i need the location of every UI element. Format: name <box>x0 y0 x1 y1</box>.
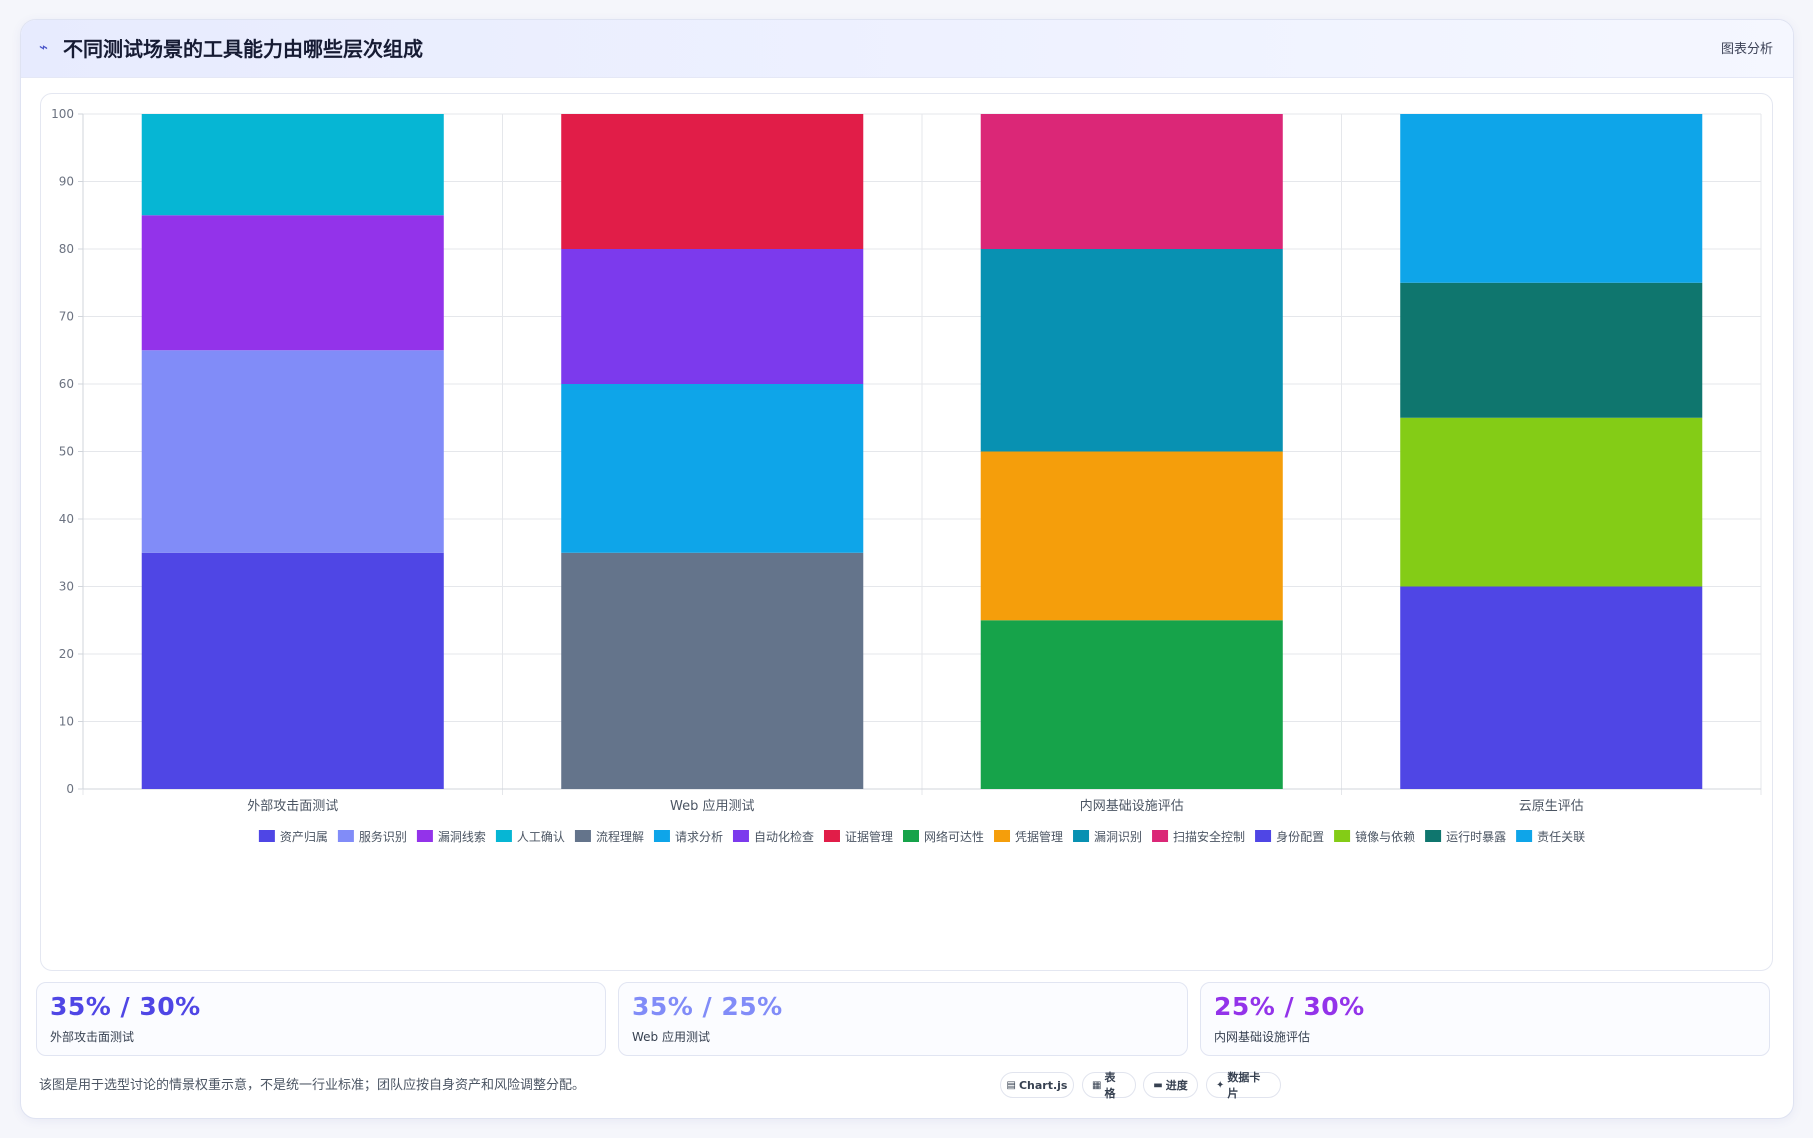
x-tick-label: Web 应用测试 <box>670 798 754 814</box>
legend-label: 扫描安全控制 <box>1173 829 1245 844</box>
legend-label: 自动化检查 <box>754 829 814 844</box>
y-tick-label: 60 <box>59 377 74 391</box>
legend-swatch <box>574 830 591 842</box>
stat-card-1: 35% / 30% 外部攻击面测试 <box>36 982 606 1056</box>
view-option-label: 进度 <box>1165 1079 1188 1092</box>
bar-segment <box>980 249 1283 452</box>
legend-label: 凭据管理 <box>1015 829 1063 844</box>
legend-label: 人工确认 <box>517 830 565 844</box>
footnote: 该图是用于选型讨论的情景权重示意，不是统一行业标准；团队应按自身资产和风险调整分… <box>39 1078 586 1093</box>
legend-label: 责任关联 <box>1537 830 1585 844</box>
bar-segment <box>141 215 444 351</box>
stat-card-3: 25% / 30% 内网基础设施评估 <box>1200 982 1770 1056</box>
legend-swatch <box>732 830 749 842</box>
legend-label: 漏洞线索 <box>438 830 486 844</box>
chart-icon: ▤ <box>1006 1079 1016 1091</box>
chart-title: 不同测试场景的工具能力由哪些层次组成 <box>63 37 423 61</box>
chart-panel: 0 10 20 30 40 50 60 70 80 90 100 外部攻击面测试 Web 应用测试 内网基… <box>40 93 1773 971</box>
legend-swatch <box>903 830 919 842</box>
view-option-label: 数据卡片 <box>1227 1071 1261 1100</box>
x-tick-label: 外部攻击面测试 <box>247 799 338 814</box>
legend-label: 漏洞识别 <box>1094 830 1142 844</box>
y-tick-label: 70 <box>59 310 74 324</box>
legend-swatch <box>1516 830 1533 842</box>
legend-swatch <box>1073 830 1090 842</box>
legend-swatch <box>1152 830 1169 842</box>
y-tick-label: 20 <box>59 647 74 661</box>
view-chartjs-button[interactable]: ▤ Chart.js <box>1000 1072 1074 1098</box>
bar-segment <box>980 451 1283 621</box>
stat-label: Web 应用测试 <box>632 1030 710 1044</box>
bar-segment <box>1400 282 1703 418</box>
stat-value: 35% / 30% <box>50 992 201 1021</box>
legend-swatch <box>1425 830 1442 842</box>
view-data-card-button[interactable]: ✦ 数据卡片 <box>1206 1071 1281 1100</box>
legend-swatch <box>416 830 433 842</box>
legend-swatch <box>823 830 840 842</box>
y-tick-label: 90 <box>59 175 74 189</box>
sparkle-icon: ✦ <box>1216 1079 1225 1091</box>
legend-label: 流程理解 <box>596 829 644 844</box>
stat-card-2: 35% / 25% Web 应用测试 <box>618 982 1188 1056</box>
legend-label: 资产归属 <box>280 830 328 844</box>
bar-segment <box>561 249 864 384</box>
bar-segment <box>980 620 1283 789</box>
progress-icon: ▬ <box>1153 1079 1163 1091</box>
bar-segment <box>141 114 444 216</box>
y-tick-label: 80 <box>59 242 74 256</box>
trend-line-icon: ⌁ <box>39 38 49 56</box>
legend-swatch <box>653 830 670 842</box>
stat-label: 内网基础设施评估 <box>1214 1030 1311 1044</box>
legend-swatch <box>994 830 1011 842</box>
legend-label: 请求分析 <box>675 830 723 844</box>
stat-value: 25% / 30% <box>1214 992 1365 1021</box>
chart-card: ⌁ 不同测试场景的工具能力由哪些层次组成 图表分析 0 10 20 30 40 50 60 7… <box>20 19 1794 1119</box>
bar-segment <box>1400 586 1703 789</box>
bar-segment <box>561 384 864 553</box>
legend-label: 网络可达性 <box>924 829 984 844</box>
view-option-label: Chart.js <box>1018 1078 1068 1092</box>
view-option-label: 表格 <box>1104 1071 1116 1100</box>
stacked-bar-chart: 0 10 20 30 40 50 60 70 80 90 100 外部攻击面测试 Web 应用测试 内网基… <box>51 107 1762 844</box>
bar-segment <box>561 552 864 789</box>
bar-segment <box>980 114 1283 249</box>
view-progress-button[interactable]: ▬ 进度 <box>1143 1072 1198 1098</box>
x-tick-label: 内网基础设施评估 <box>1080 798 1184 814</box>
y-tick-label: 10 <box>59 715 74 729</box>
view-table-button[interactable]: ▦ 表格 <box>1082 1071 1136 1100</box>
card-header: ⌁ 不同测试场景的工具能力由哪些层次组成 图表分析 <box>21 20 1793 78</box>
legend-swatch <box>1255 830 1272 842</box>
table-icon: ▦ <box>1092 1079 1102 1091</box>
y-tick-label: 40 <box>59 512 74 526</box>
legend-label: 运行时暴露 <box>1446 830 1506 844</box>
y-tick-label: 50 <box>59 445 74 459</box>
legend-label: 服务识别 <box>359 829 407 844</box>
legend-swatch <box>495 830 512 842</box>
legend-swatch <box>337 830 354 842</box>
legend-swatch <box>258 830 275 842</box>
stat-value: 35% / 25% <box>632 992 783 1021</box>
stat-label: 外部攻击面测试 <box>50 1030 135 1044</box>
bar-segment <box>1400 417 1703 587</box>
x-tick-label: 云原生评估 <box>1519 799 1584 814</box>
legend-label: 证据管理 <box>845 829 893 844</box>
bar-segment <box>141 552 444 789</box>
bar-segment <box>1400 114 1703 283</box>
legend-label: 身份配置 <box>1276 829 1324 844</box>
legend-swatch <box>1334 830 1351 842</box>
y-tick-label: 100 <box>51 107 74 121</box>
y-tick-label: 30 <box>59 580 74 594</box>
bar-segment <box>141 350 444 553</box>
legend-label: 镜像与依赖 <box>1355 829 1415 844</box>
chart-analysis-button[interactable]: 图表分析 <box>1720 42 1773 57</box>
bar-segment <box>561 114 864 249</box>
y-tick-label: 0 <box>66 782 74 796</box>
